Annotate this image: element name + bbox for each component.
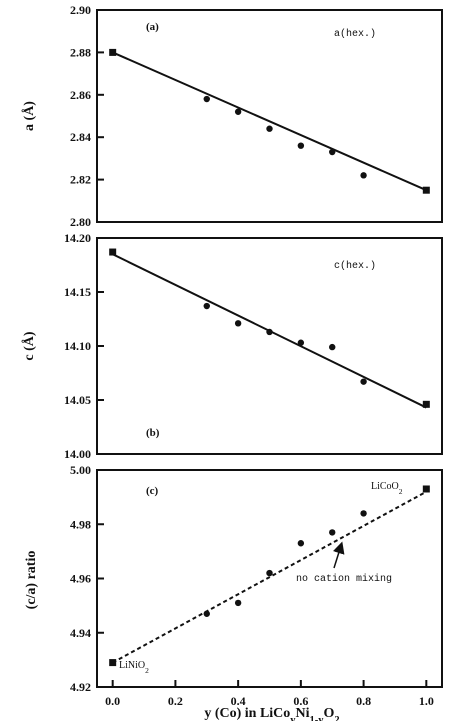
panel-b-label: (b) <box>146 427 160 439</box>
panel-a-data-point <box>360 172 367 179</box>
panel-c-xtick-label: 0.6 <box>293 694 308 708</box>
panel-a-data-point <box>329 148 336 156</box>
panel-a-data-point <box>266 125 273 132</box>
panel-c-ytick-label: 4.96 <box>70 572 91 586</box>
panel-b-series-label: c(hex.) <box>334 260 376 272</box>
panel-b-frame <box>96 237 443 455</box>
panel-a-label: (a) <box>146 21 159 33</box>
panel-b-ytick-label: 14.15 <box>64 285 91 299</box>
panel-c-xtick-label: 1.0 <box>419 694 434 708</box>
panel-c-label: (c) <box>146 485 159 497</box>
panel-a-data-point <box>203 95 210 103</box>
panel-a-ytick-label: 2.88 <box>70 45 91 59</box>
panel-c-points <box>109 485 430 667</box>
panel-a-yticks: 2.80 2.82 2.84 2.86 2.88 2.90 <box>70 3 104 229</box>
panel-b-ytick-label: 14.00 <box>64 447 91 461</box>
panel-c-ylabel: (c/a) ratio <box>24 551 39 610</box>
panel-a-ylabel: a (Å) <box>21 101 37 131</box>
panel-a: 2.80 2.82 2.84 2.86 2.88 2.90 (a) a(hex.) a (… <box>21 3 443 229</box>
panel-c-data-point <box>297 540 305 547</box>
panel-c-annotation-arrow <box>332 541 345 569</box>
panel-c-xtick-label: 0.8 <box>356 694 371 708</box>
panel-c-data-point <box>234 599 242 607</box>
panel-c-data-point <box>422 485 430 493</box>
panel-a-data-point <box>422 186 430 194</box>
panel-a-ytick-label: 2.82 <box>70 173 91 187</box>
panel-b-data-point <box>329 343 336 351</box>
panel-c-data-point <box>109 659 117 667</box>
panel-b-ylabel: c (Å) <box>21 331 37 360</box>
panel-a-ytick-label: 2.84 <box>70 130 91 144</box>
panel-a-ytick-label: 2.90 <box>70 3 91 17</box>
panel-b-ytick-label: 14.20 <box>64 231 91 245</box>
panel-a-ytick-label: 2.86 <box>70 88 91 102</box>
panel-c-data-point <box>203 610 210 617</box>
panel-a-data-point <box>297 142 305 149</box>
panel-b-yticks: 14.00 14.05 14.10 14.15 14.20 <box>64 231 104 461</box>
panel-a-fit-line <box>112 51 427 192</box>
panel-b-data-point <box>203 302 210 310</box>
panel-b-points <box>109 248 430 408</box>
panel-b: 14.00 14.05 14.10 14.15 14.20 (b) c(hex.) c … <box>21 231 443 461</box>
panel-c-xtick-label: 0.4 <box>231 694 246 708</box>
panel-a-points <box>109 48 430 194</box>
panel-c-xticks: 0.0 0.2 0.4 0.6 0.8 1.0 <box>105 680 434 708</box>
panel-b-ytick-label: 14.05 <box>64 393 91 407</box>
panel-a-fit <box>112 51 427 192</box>
panel-b-data-point <box>422 400 430 408</box>
panel-c-data-point <box>329 529 336 536</box>
panel-c-ytick-label: 4.94 <box>70 626 91 640</box>
panel-c-label-linio2: LiNiO2 <box>119 660 149 675</box>
panel-c-yticks: 4.92 4.94 4.96 4.98 5.00 <box>70 463 104 694</box>
panel-c-ytick-label: 5.00 <box>70 463 91 477</box>
panel-c-data-point <box>360 510 367 517</box>
panel-a-data-point <box>234 108 242 115</box>
panel-c-xlabel: y (Co) in LiCoyNi1-yO2 <box>204 706 339 721</box>
panel-b-data-point <box>234 320 242 327</box>
panel-c-annotation: no cation mixing <box>296 573 392 585</box>
panel-c-ytick-label: 4.98 <box>70 517 91 531</box>
panel-a-data-point <box>109 48 117 56</box>
panel-c-fit-line <box>112 490 427 664</box>
panel-a-frame <box>96 9 443 223</box>
panel-c-data-point <box>266 569 273 577</box>
panel-b-data-point <box>109 248 117 256</box>
panel-b-data-point <box>266 328 273 336</box>
panel-c-fit <box>112 490 427 664</box>
panel-c-xtick-label: 0.0 <box>105 694 120 708</box>
panel-c: 4.924.944.964.985.00 0.0 0.2 0.4 0.6 0.8 1.0 … <box>24 463 443 721</box>
panel-a-ytick-label: 2.80 <box>70 215 91 229</box>
panel-b-data-point <box>360 378 367 385</box>
panel-c-xtick-label: 0.2 <box>168 694 183 708</box>
panel-c-ytick-label: 4.92 <box>70 680 91 694</box>
panel-b-data-point <box>297 339 305 346</box>
panel-a-series-label: a(hex.) <box>334 28 376 40</box>
panel-b-ytick-label: 14.10 <box>64 339 91 353</box>
panel-c-label-licoo2: LiCoO2 <box>371 481 403 496</box>
